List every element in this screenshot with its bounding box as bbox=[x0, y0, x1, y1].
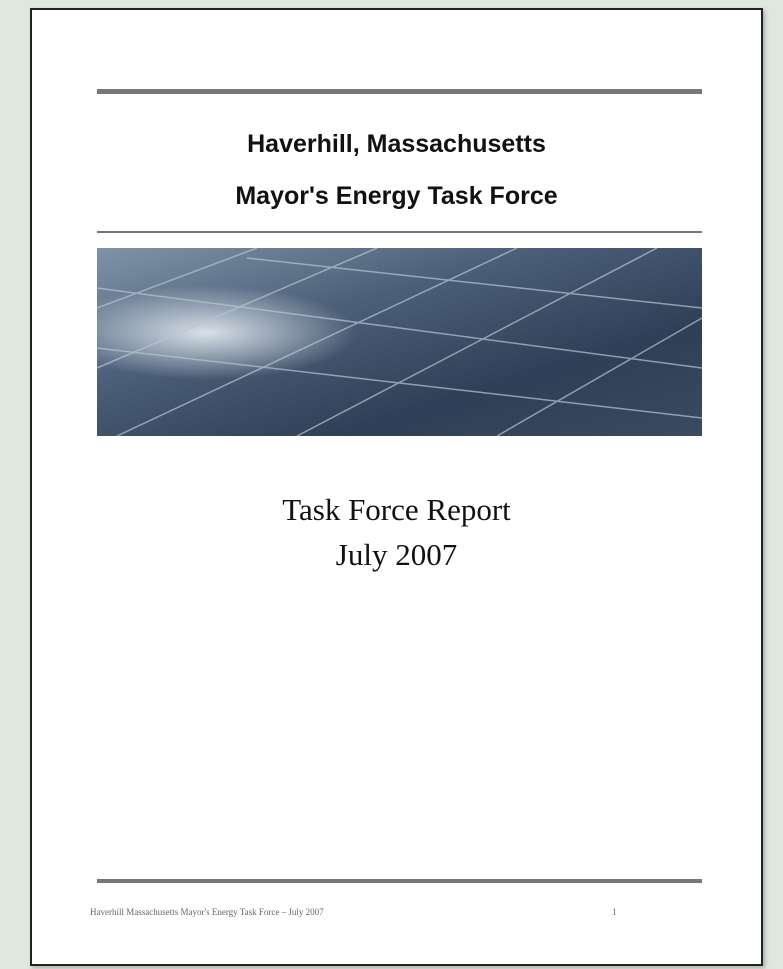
report-date: July 2007 bbox=[32, 537, 761, 573]
header-line: Haverhill, Massachusetts bbox=[32, 130, 761, 159]
top-rule bbox=[97, 89, 702, 94]
footer-rule bbox=[97, 879, 702, 883]
report-title: Task Force Report bbox=[32, 492, 761, 528]
header-line: Mayor's Energy Task Force bbox=[32, 182, 761, 211]
screen: {"header": {"line1": "Haverhill, Massach… bbox=[0, 0, 783, 969]
solar-panel-photo bbox=[97, 248, 702, 436]
page-number: 1 bbox=[612, 907, 617, 917]
document-page: Haverhill, Massachusetts Mayor's Energy … bbox=[30, 8, 763, 966]
header-rule bbox=[97, 231, 702, 233]
footer-text: Haverhill Massachusetts Mayor's Energy T… bbox=[90, 907, 324, 917]
